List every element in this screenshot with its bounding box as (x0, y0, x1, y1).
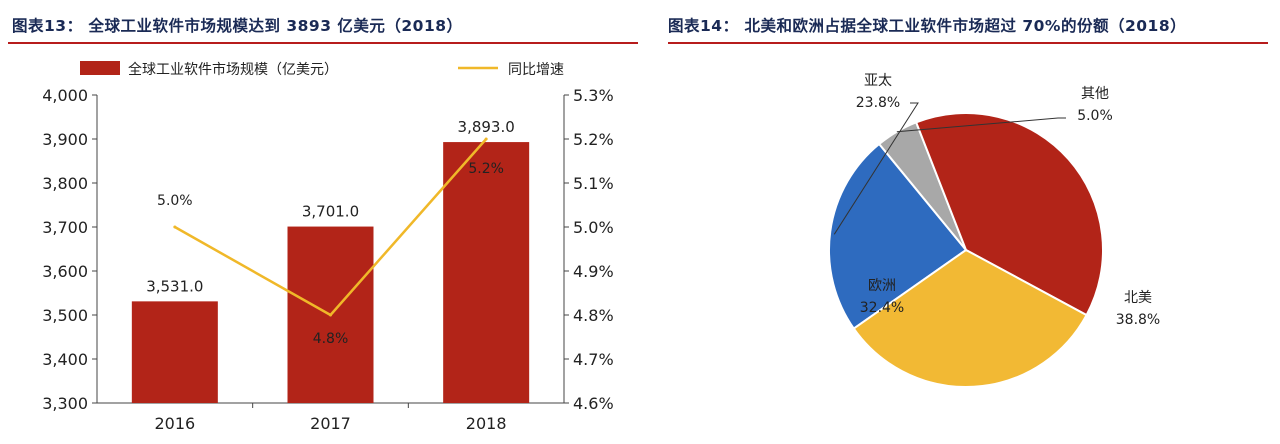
growth-value-label: 5.0% (157, 193, 193, 209)
growth-value-label: 4.8% (313, 331, 349, 347)
bar-2018 (443, 142, 530, 403)
pie-slice-asia-pacific (828, 142, 968, 330)
pie-label-value: 32.4% (860, 300, 904, 316)
x-tick-label: 2017 (310, 414, 351, 433)
title-rule (668, 42, 1268, 44)
chart-title: 图表14： 北美和欧洲占据全球工业软件市场超过 70%的份额（2018） (668, 17, 1187, 35)
pie-chart: 亚太 23.8% 其他 5.0% 北美 38.8% 欧洲 32.4% (828, 73, 1160, 388)
growth-point (329, 313, 332, 317)
pie-label-value: 23.8% (856, 95, 900, 111)
pie-leader-line (833, 102, 919, 235)
pie-label-name: 欧洲 (868, 278, 896, 294)
y-tick-label: 3,600 (42, 262, 88, 281)
y-tick-label: 3,900 (42, 130, 88, 149)
pie-label-value: 5.0% (1077, 108, 1113, 124)
bar-line-chart-panel: 图表13： 全球工业软件市场规模达到 3893 亿美元（2018） 全球工业软件… (8, 17, 638, 433)
legend-line-label: 同比增速 (508, 62, 564, 78)
y2-tick-label: 4.6% (573, 394, 614, 413)
y2-tick-label: 4.9% (573, 262, 614, 281)
y-tick-label: 3,700 (42, 218, 88, 237)
title-rule (8, 42, 638, 44)
x-tick-label: 2016 (154, 414, 195, 433)
legend-bar-label: 全球工业软件市场规模（亿美元） (128, 61, 338, 78)
y2-tick-label: 5.2% (573, 130, 614, 149)
y-tick-label: 3,300 (42, 394, 88, 413)
pie-label-name: 北美 (1124, 290, 1152, 306)
bar-value-label: 3,701.0 (302, 203, 359, 221)
y-tick-label: 3,400 (42, 350, 88, 369)
bar-2016 (131, 301, 218, 403)
growth-value-label: 5.2% (468, 161, 504, 177)
bar-line-chart: 全球工业软件市场规模（亿美元） 同比增速 3,300 4.6% 3,400 4.7% 3,5… (42, 61, 614, 433)
x-tick-label: 2018 (466, 414, 507, 433)
y2-tick-label: 4.8% (573, 306, 614, 325)
pie-chart-panel: 图表14： 北美和欧洲占据全球工业软件市场超过 70%的份额（2018） 亚太 2… (660, 0, 1280, 444)
pie-slice-north-america (914, 112, 1104, 317)
y2-tick-label: 5.0% (573, 218, 614, 237)
y-tick-label: 4,000 (42, 86, 88, 105)
pie-label-value: 38.8% (1116, 312, 1160, 328)
y-tick-label: 3,800 (42, 174, 88, 193)
pie-slice-europe (852, 248, 1088, 388)
y-tick-label: 3,500 (42, 306, 88, 325)
growth-point (173, 225, 177, 229)
y2-tick-label: 4.7% (573, 350, 614, 369)
pie-label-name: 其他 (1081, 86, 1109, 102)
legend-bar-swatch (80, 61, 120, 75)
y2-tick-label: 5.3% (573, 86, 614, 105)
growth-point (484, 137, 488, 141)
y2-tick-label: 5.1% (573, 174, 614, 193)
pie-leader-line (896, 117, 1066, 133)
pie-label-name: 亚太 (864, 73, 892, 89)
chart-title: 图表13： 全球工业软件市场规模达到 3893 亿美元（2018） (12, 17, 463, 35)
bar-value-label: 3,893.0 (458, 118, 515, 136)
bar-value-label: 3,531.0 (146, 277, 203, 295)
